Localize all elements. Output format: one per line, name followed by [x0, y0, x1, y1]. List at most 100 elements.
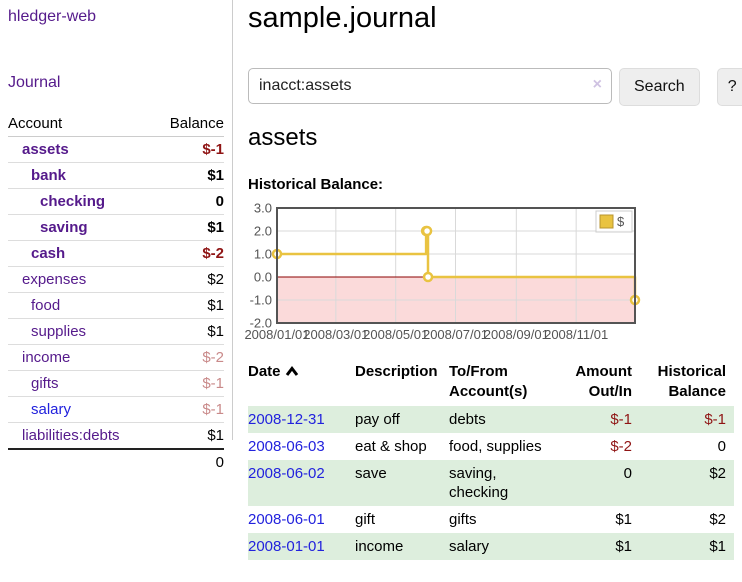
- y-tick-label: 1.0: [254, 247, 272, 262]
- transaction-date-link[interactable]: 2008-06-01: [248, 511, 325, 528]
- x-tick-label: 2008/05/01: [363, 327, 428, 342]
- account-heading: assets: [248, 124, 318, 151]
- account-name-cell: gifts: [8, 370, 154, 397]
- y-tick-label: -2.0: [250, 316, 272, 331]
- register-table: Date Description To/From Account(s) Amou…: [248, 358, 734, 560]
- account-balance: $-2: [153, 344, 224, 371]
- transaction-accounts: debts: [449, 406, 560, 433]
- transaction-balance: 0: [717, 438, 726, 455]
- account-name-cell: expenses: [8, 266, 154, 293]
- register-date-cell: 2008-06-02: [248, 460, 355, 506]
- data-point-marker: [422, 271, 434, 283]
- account-link[interactable]: checking: [40, 193, 106, 210]
- register-date-cell: 2008-01-01: [248, 533, 355, 560]
- transaction-description: pay off: [355, 406, 449, 433]
- transaction-date-link[interactable]: 2008-12-31: [248, 411, 325, 428]
- register-header-row: Date Description To/From Account(s) Amou…: [248, 358, 734, 406]
- account-balance: $-2: [153, 240, 224, 267]
- account-row: salary $-1: [8, 396, 224, 423]
- legend-label: $: [617, 214, 625, 229]
- account-link[interactable]: expenses: [22, 271, 87, 288]
- account-balance: $-1: [153, 370, 224, 397]
- account-link[interactable]: supplies: [31, 323, 87, 340]
- transaction-accounts: saving, checking: [449, 460, 560, 506]
- account-row: liabilities:debts $1: [8, 422, 224, 450]
- account-name-cell: income: [8, 344, 154, 371]
- account-balance: 0: [153, 188, 224, 215]
- register-row: 2008-06-03 eat & shop food, supplies $-2 0: [248, 433, 734, 460]
- account-row: expenses $2: [8, 266, 224, 293]
- account-link[interactable]: assets: [22, 141, 69, 158]
- account-balance: $1: [153, 422, 224, 450]
- register-date-cell: 2008-06-01: [248, 506, 355, 533]
- register-header-balance: Historical Balance: [657, 363, 726, 400]
- data-point-marker: [421, 225, 433, 237]
- account-name-cell: assets: [8, 136, 154, 163]
- account-link[interactable]: salary: [31, 401, 72, 418]
- accounts-total-row: 0: [8, 448, 224, 475]
- search-button[interactable]: Search: [619, 68, 700, 106]
- transaction-amount: $-1: [560, 406, 640, 433]
- search-input[interactable]: [248, 68, 612, 104]
- transaction-date-link[interactable]: 2008-06-03: [248, 438, 325, 455]
- y-tick-label: 2.0: [254, 224, 272, 239]
- account-link[interactable]: gifts: [31, 375, 59, 392]
- historical-balance-chart: $3.0 2.0 1.0 0.0 -1.0 -2.02008/01/012008/03/0…: [244, 201, 641, 342]
- search-form: × Search ?: [248, 68, 742, 106]
- account-link[interactable]: liabilities:debts: [22, 427, 120, 444]
- page-title: sample.journal: [248, 2, 437, 34]
- account-balance: $1: [153, 318, 224, 345]
- x-tick-label: 2008/11/01: [544, 327, 608, 342]
- y-tick-label: -1.0: [250, 293, 272, 308]
- account-name-cell: salary: [8, 396, 154, 423]
- register-date-cell: 2008-06-03: [248, 433, 355, 460]
- account-link[interactable]: bank: [31, 167, 67, 184]
- account-link[interactable]: saving: [40, 219, 88, 236]
- transaction-date-link[interactable]: 2008-06-02: [248, 465, 325, 482]
- x-tick-label: 2008/01/01: [244, 327, 309, 342]
- account-balance: $1: [153, 214, 224, 241]
- account-name-cell: food: [8, 292, 154, 319]
- transaction-date-link[interactable]: 2008-01-01: [248, 538, 325, 555]
- accounts-total-spacer: [8, 448, 154, 475]
- account-link[interactable]: income: [22, 349, 71, 366]
- transaction-amount: $1: [560, 533, 640, 560]
- register-header-date-label: Date: [248, 363, 281, 380]
- account-row: checking 0: [8, 188, 224, 215]
- help-button[interactable]: ?: [716, 68, 742, 106]
- clear-search-icon[interactable]: ×: [592, 76, 602, 93]
- account-link[interactable]: food: [31, 297, 61, 314]
- account-balance: $1: [153, 162, 224, 189]
- app-title-link[interactable]: hledger-web: [8, 8, 97, 25]
- register-row: 2008-06-01 gift gifts $1 $2: [248, 506, 734, 533]
- search-input-wrap: ×: [248, 68, 612, 106]
- transaction-accounts: gifts: [449, 511, 477, 528]
- register-date-cell: 2008-12-31: [248, 406, 355, 433]
- account-name-cell: bank: [8, 162, 154, 189]
- y-tick-label: 0.0: [254, 270, 272, 285]
- sidebar: hledger-web Journal Account Balance asse…: [0, 0, 233, 475]
- account-row: cash $-2: [8, 240, 224, 267]
- transaction-description: gift: [355, 511, 376, 528]
- y-tick-label: 3.0: [254, 201, 272, 216]
- transaction-amount: $-2: [610, 438, 632, 455]
- x-tick-label: 2008/09/01: [484, 327, 549, 342]
- account-name-cell: cash: [8, 240, 154, 267]
- account-name-cell: checking: [8, 188, 154, 215]
- x-tick-label: 2008/07/01: [423, 327, 488, 342]
- chart-title: Historical Balance:: [248, 176, 384, 193]
- sidebar-item-journal[interactable]: Journal: [8, 74, 61, 91]
- accounts-header-balance: Balance: [153, 112, 224, 137]
- account-name-cell: liabilities:debts: [8, 422, 154, 450]
- account-row: food $1: [8, 292, 224, 319]
- main-panel: sample.journal × Search ? assets Histori…: [244, 0, 742, 582]
- account-row: gifts $-1: [8, 370, 224, 397]
- register-header-description: Description: [355, 363, 438, 380]
- transaction-amount: $1: [615, 511, 632, 528]
- accounts-header-account: Account: [8, 112, 154, 137]
- register-row: 2008-06-02 save saving, checking 0 $2: [248, 460, 734, 506]
- account-link[interactable]: cash: [31, 245, 66, 262]
- register-header-date[interactable]: Date: [248, 358, 355, 406]
- register-header-accounts: To/From Account(s): [449, 363, 528, 400]
- account-row: saving $1: [8, 214, 224, 241]
